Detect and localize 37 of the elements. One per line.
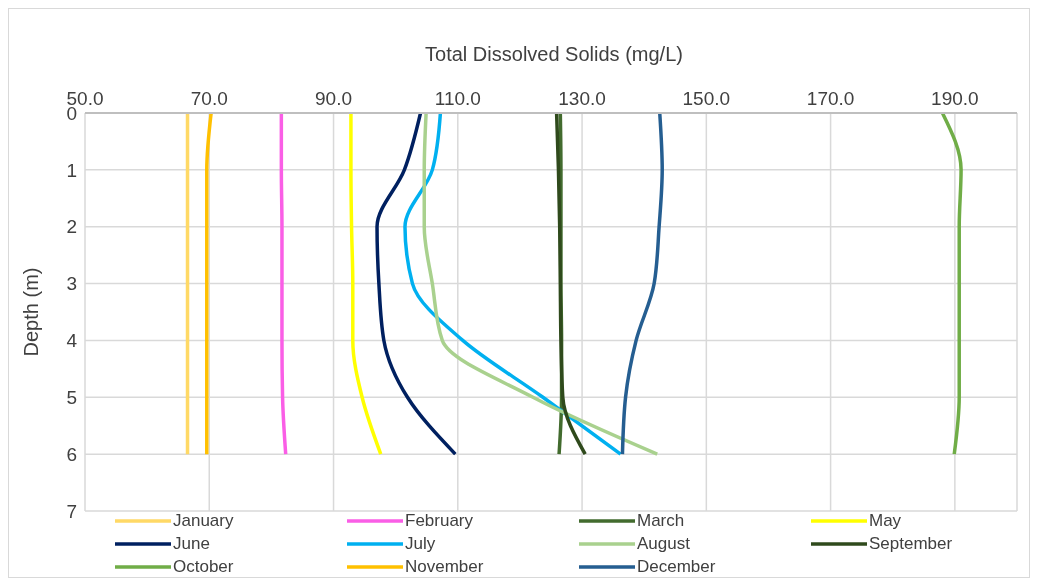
x-tick-label: 170.0 bbox=[806, 88, 855, 109]
x-axis-title: Total Dissolved Solids (mg/L) bbox=[424, 43, 684, 66]
legend-label: November bbox=[405, 557, 484, 577]
line-series bbox=[279, 113, 288, 456]
legend-label: June bbox=[173, 534, 210, 554]
line-series bbox=[403, 113, 623, 456]
y-tick-label: 4 bbox=[66, 330, 78, 352]
y-tick-label: 2 bbox=[66, 216, 77, 238]
legend-label: January bbox=[173, 511, 234, 531]
y-axis-title: Depth (m) bbox=[20, 267, 43, 357]
y-tick-label: 5 bbox=[66, 387, 77, 409]
line-series bbox=[940, 113, 963, 456]
legend-label: February bbox=[405, 511, 474, 531]
line-series bbox=[185, 113, 190, 456]
line-series bbox=[554, 113, 587, 456]
y-tick-label: 6 bbox=[66, 443, 77, 465]
x-tick-label: 150.0 bbox=[682, 88, 731, 109]
legend-label: December bbox=[637, 557, 716, 577]
y-tick-label: 1 bbox=[66, 159, 77, 181]
y-tick-label: 7 bbox=[66, 500, 77, 522]
legend-label: March bbox=[637, 511, 685, 531]
line-series bbox=[375, 113, 458, 456]
legend-label: September bbox=[869, 534, 953, 554]
line-series bbox=[422, 113, 659, 456]
line-series bbox=[205, 113, 213, 456]
y-tick-label: 3 bbox=[66, 273, 77, 295]
x-tick-label: 90.0 bbox=[315, 88, 353, 109]
legend-label: August bbox=[637, 534, 690, 554]
legend-label: May bbox=[869, 511, 902, 531]
x-tick-label: 70.0 bbox=[190, 88, 228, 109]
line-series bbox=[620, 113, 664, 456]
x-tick-label: 190.0 bbox=[931, 88, 979, 109]
legend-label: July bbox=[405, 534, 436, 554]
x-tick-label: 130.0 bbox=[558, 88, 606, 109]
line-series bbox=[349, 113, 383, 456]
x-tick-label: 110.0 bbox=[434, 88, 481, 109]
legend-label: October bbox=[173, 557, 234, 577]
